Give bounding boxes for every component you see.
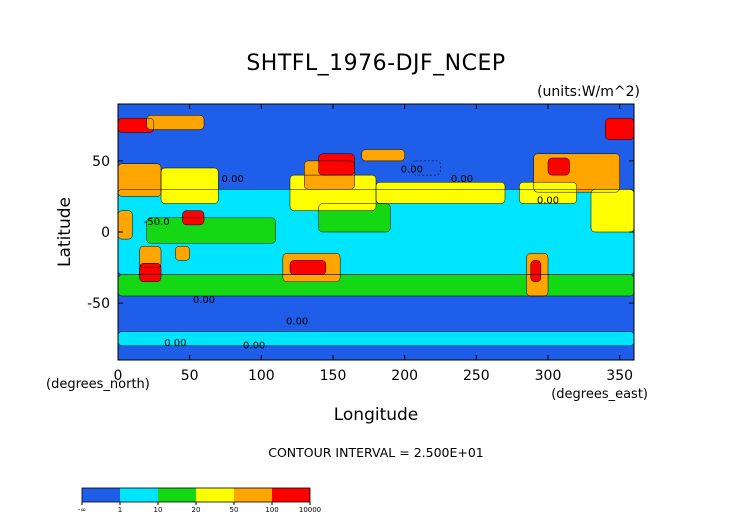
contour-label-1: 0.00 (193, 295, 215, 306)
contour-line-14 (118, 210, 133, 240)
contour-line-6 (375, 181, 506, 204)
x-tick-label-7: 350 (606, 368, 633, 384)
contour-line-15 (139, 245, 162, 268)
contour-line-24 (547, 157, 570, 176)
heatmap-field (118, 104, 634, 360)
colorbar-swatch-1 (120, 488, 158, 502)
x-tick-label-0: 0 (114, 368, 123, 384)
contour-interval-text: CONTOUR INTERVAL = 2.500E+01 (268, 445, 484, 460)
colorbar-tick-label-3: 20 (192, 506, 201, 514)
heatmap-region-11 (161, 168, 219, 204)
y-tick-label-2: -50 (87, 296, 110, 312)
heatmap-region-28 (146, 115, 204, 130)
heatmap-region-24 (318, 153, 355, 176)
y-unit-label: (degrees_north) (46, 377, 150, 392)
y-axis-label: Latitude (55, 197, 75, 267)
contour-line-17 (175, 245, 190, 261)
heatmap-region-23 (530, 260, 541, 282)
x-axis-label: Longitude (334, 405, 419, 425)
colorbar-swatch-0 (82, 488, 120, 502)
contour-label-2: 0.00 (286, 316, 308, 327)
y-tick-label-1: 0 (101, 225, 110, 241)
contour-label-6: 0.00 (222, 174, 244, 185)
contour-line-18 (182, 210, 205, 226)
contour-line-26 (118, 117, 155, 133)
heatmap-region-15 (118, 210, 133, 240)
contour-line-1 (118, 274, 634, 297)
heatmap-region-17 (139, 263, 161, 282)
contour-line-28 (411, 160, 441, 176)
colorbar-swatch-2 (158, 488, 196, 502)
heatmap-region-26 (605, 118, 634, 140)
x-axis-ticks: 0 50 100 150 200 250 300 350 (114, 104, 633, 384)
colorbar-tick-label-5: 100 (265, 506, 278, 514)
contour-label-8: 0.00 (401, 164, 423, 175)
units-label: (units:W/m^2) (537, 84, 640, 100)
x-tick-label-1: 50 (181, 368, 199, 384)
contour-line-4 (318, 203, 391, 233)
contour-label-0: -50.0 (144, 217, 170, 228)
x-tick-label-3: 150 (320, 368, 347, 384)
contour-line-22 (530, 260, 542, 283)
x-tick-label-6: 300 (535, 368, 562, 384)
heatmap-region-29 (411, 160, 441, 176)
colorbar: -∞ 1 10 20 50 100 10000 (78, 487, 321, 514)
colorbar-tick-label-4: 50 (230, 506, 239, 514)
heatmap-region-9 (361, 149, 405, 161)
contour-line-12 (519, 181, 577, 204)
contour-label-4: 0.00 (243, 341, 265, 352)
heatmap-region-4 (146, 217, 276, 244)
contour-line-21 (526, 253, 549, 297)
colorbar-tick-label-2: 10 (154, 506, 163, 514)
x-tick-label-5: 250 (463, 368, 490, 384)
contour-line-7 (304, 160, 355, 190)
heatmap-region-3 (118, 331, 634, 346)
heatmap-region-25 (548, 158, 570, 176)
y-axis-ticks: 50 0 -50 (87, 154, 634, 312)
heatmap-region-2 (118, 274, 634, 296)
x-tick-label-2: 100 (248, 368, 275, 384)
colorbar-tick-label-0: -∞ (78, 506, 86, 514)
y-tick-label-0: 50 (92, 154, 110, 170)
chart-title: SHTFL_1976-DJF_NCEP (246, 51, 505, 76)
contour-label-5: 0.00 (537, 196, 559, 207)
contour-line-3 (146, 217, 276, 244)
colorbar-tick-label-6: 10000 (299, 506, 321, 514)
contour-line-13 (590, 189, 634, 233)
contour-line-16 (139, 263, 162, 283)
contour-line-27 (146, 115, 205, 130)
heatmap-region-10 (118, 163, 161, 197)
heatmap-region-21 (290, 260, 326, 275)
colorbar-swatch-5 (272, 488, 310, 502)
contour-lines: -50.0 0.00 0.00 0.00 0.00 0.00 0.00 0.00 0.00 (118, 115, 634, 352)
heatmap-region-14 (591, 189, 634, 232)
heatmap-region-18 (175, 246, 190, 261)
heatmap-region-27 (118, 118, 154, 133)
contour-line-2 (118, 331, 634, 347)
heatmap-region-7 (376, 182, 505, 204)
contour-line-20 (289, 260, 327, 275)
x-tick-label-4: 200 (391, 368, 418, 384)
colorbar-swatch-4 (234, 488, 272, 502)
contour-line-19 (282, 253, 341, 283)
contour-label-7: 0.00 (451, 174, 473, 185)
contour-line-10 (160, 167, 219, 204)
contour-line-8 (361, 149, 405, 162)
contour-line-23 (318, 153, 355, 176)
contour-label-3: 0.00 (164, 338, 186, 349)
colorbar-tick-label-1: 1 (118, 506, 122, 514)
heatmap-region-16 (139, 246, 161, 268)
x-unit-label: (degrees_east) (551, 387, 648, 402)
colorbar-swatch-3 (196, 488, 234, 502)
